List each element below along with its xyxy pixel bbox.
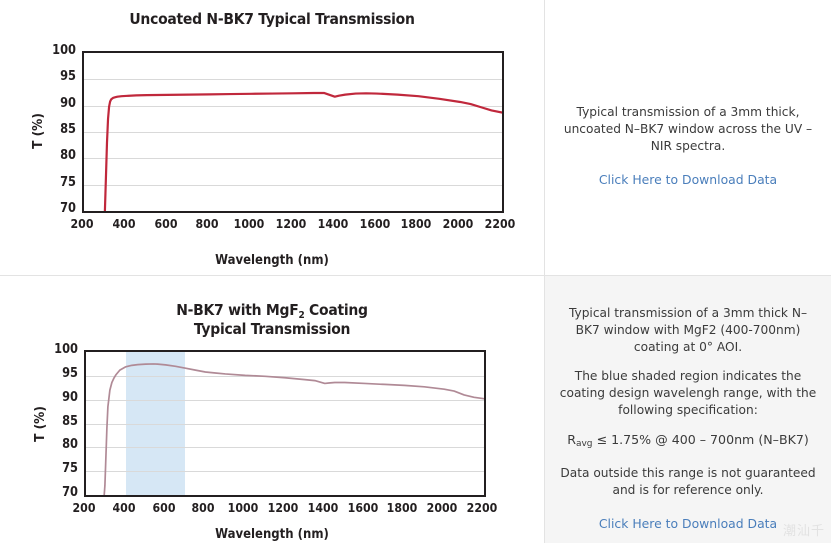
x-tick-label: 2200 xyxy=(484,216,516,231)
y-tick-label: 85 xyxy=(62,413,78,429)
x-tick-label: 1800 xyxy=(387,500,418,515)
description-text-coated-2: The blue shaded region indicates the coa… xyxy=(559,369,817,417)
panel-divider-horizontal xyxy=(0,275,831,276)
x-tick-label: 1000 xyxy=(233,216,265,231)
panel-divider-vertical xyxy=(544,0,545,543)
chart-title-uncoated: Uncoated N-BK7 Typical Transmission xyxy=(129,10,415,28)
plot-inner-uncoated xyxy=(84,53,502,211)
spec-symbol-prefix: R xyxy=(567,432,576,447)
x-tick-label: 1600 xyxy=(347,500,378,515)
y-tick-label: 95 xyxy=(62,365,78,381)
plot-area-uncoated xyxy=(82,51,504,213)
description-panel-coated: Typical transmission of a 3mm thick N–BK… xyxy=(545,276,831,543)
plot-area-coated xyxy=(84,350,486,497)
gridline xyxy=(84,184,502,186)
description-text-coated-1: Typical transmission of a 3mm thick N–BK… xyxy=(568,306,808,354)
gridline xyxy=(84,79,502,81)
chart-title-coated-line1: N-BK7 with MgF2 Coating xyxy=(176,301,368,321)
download-data-link-coated[interactable]: Click Here to Download Data xyxy=(598,516,778,531)
y-tick-label: 85 xyxy=(60,122,76,137)
spec-symbol-subscript: avg xyxy=(575,439,593,449)
description-text-coated-3: Data outside this range is not guarantee… xyxy=(560,466,816,497)
x-tick-label: 200 xyxy=(72,500,96,515)
x-tick-label: 2000 xyxy=(442,216,474,231)
y-axis-title-coated: T (%) xyxy=(32,406,48,442)
x-axis-title-coated: Wavelength (nm) xyxy=(215,527,329,542)
y-tick-label: 70 xyxy=(62,485,78,500)
y-tick-label: 90 xyxy=(60,95,76,111)
watermark-text: 潮汕千 xyxy=(782,524,825,539)
y-tick-label: 100 xyxy=(54,342,78,357)
chart-title-coated-line2: Typical Transmission xyxy=(193,320,351,338)
x-tick-label: 1800 xyxy=(401,216,432,231)
x-tick-label: 1200 xyxy=(275,216,307,231)
transmission-curve xyxy=(103,91,502,211)
description-content-uncoated: Typical transmission of a 3mm thick, unc… xyxy=(545,104,831,189)
x-tick-label: 800 xyxy=(191,500,215,515)
gridline xyxy=(84,158,502,160)
y-tick-label: 75 xyxy=(62,461,78,477)
y-tick-label: 95 xyxy=(60,69,76,85)
y-tick-label: 70 xyxy=(60,201,76,216)
x-tick-label: 200 xyxy=(70,216,94,231)
x-tick-label: 2000 xyxy=(426,500,458,515)
x-tick-label: 1200 xyxy=(267,500,299,515)
description-panel-uncoated: Typical transmission of a 3mm thick, unc… xyxy=(545,0,831,275)
description-spec-coated: Ravg ≤ 1.75% @ 400 – 700nm (N–BK7) xyxy=(559,431,817,453)
y-tick-label: 80 xyxy=(62,437,78,453)
description-content-coated: Typical transmission of a 3mm thick N–BK… xyxy=(545,305,831,533)
chart-panel-coated: N-BK7 with MgF2 Coating Typical Transmis… xyxy=(0,276,544,543)
gridline xyxy=(84,132,502,133)
x-tick-label: 1600 xyxy=(359,216,390,231)
gridline xyxy=(86,471,484,473)
x-tick-label: 2200 xyxy=(466,500,498,515)
y-tick-label: 100 xyxy=(52,43,76,58)
x-tick-label: 600 xyxy=(152,500,176,515)
gridline xyxy=(84,105,502,107)
x-tick-label: 400 xyxy=(112,500,136,515)
y-tick-label: 75 xyxy=(60,174,76,190)
gridline xyxy=(86,399,484,401)
chart-panel-uncoated: Uncoated N-BK7 Typical Transmission 70 75… xyxy=(0,0,544,275)
gridline xyxy=(86,375,484,377)
y-tick-label: 90 xyxy=(62,389,78,405)
spec-symbol-value: ≤ 1.75% @ 400 – 700nm (N–BK7) xyxy=(592,432,809,447)
x-axis-title-uncoated: Wavelength (nm) xyxy=(215,253,329,268)
curve-path xyxy=(103,363,484,495)
x-tick-label: 1400 xyxy=(317,216,349,231)
gridline xyxy=(86,423,484,425)
gridline xyxy=(86,447,484,449)
y-axis-title-uncoated: T (%) xyxy=(30,113,46,149)
x-tick-label: 400 xyxy=(112,216,136,231)
plot-inner-coated xyxy=(86,352,484,495)
download-data-link-uncoated[interactable]: Click Here to Download Data xyxy=(598,172,778,187)
x-tick-label: 1400 xyxy=(307,500,339,515)
x-tick-label: 1000 xyxy=(227,500,259,515)
transmission-curve xyxy=(103,363,484,495)
y-tick-label: 80 xyxy=(60,148,76,164)
spec-symbol: Ravg ≤ 1.75% @ 400 – 700nm (N–BK7) xyxy=(567,432,809,449)
curve-path xyxy=(103,91,502,211)
x-tick-label: 800 xyxy=(195,216,219,231)
description-text-uncoated: Typical transmission of a 3mm thick, unc… xyxy=(563,105,813,153)
x-tick-label: 600 xyxy=(154,216,178,231)
